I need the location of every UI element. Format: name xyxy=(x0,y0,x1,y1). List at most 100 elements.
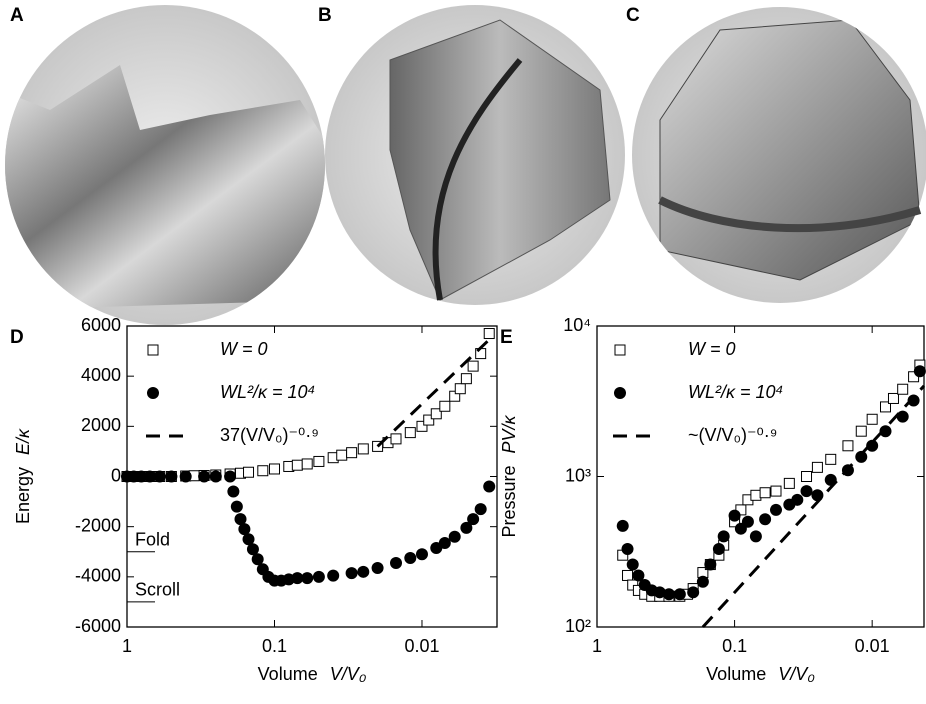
point xyxy=(673,588,686,601)
point xyxy=(825,453,837,465)
y-axis-label-name: Energy xyxy=(13,467,33,524)
point xyxy=(313,455,325,467)
legend-swatch xyxy=(147,344,159,356)
point xyxy=(448,530,461,543)
point xyxy=(268,463,280,475)
y-tick-label: 10² xyxy=(565,616,591,636)
x-tick-label: 0.1 xyxy=(262,636,287,656)
point xyxy=(622,569,634,581)
point xyxy=(346,447,358,459)
point xyxy=(662,588,675,601)
x-tick-label: 1 xyxy=(122,636,132,656)
point xyxy=(224,470,237,483)
point xyxy=(357,565,370,578)
point xyxy=(801,471,813,482)
point xyxy=(653,586,666,599)
point xyxy=(143,470,156,483)
x-axis-label-name: Volume xyxy=(706,664,766,684)
panel-label: C xyxy=(626,5,640,26)
point xyxy=(896,410,909,423)
point xyxy=(165,470,178,483)
y-axis-label: Energy E/κ xyxy=(13,428,33,524)
point xyxy=(291,459,303,471)
point xyxy=(866,413,878,425)
panel-label: E xyxy=(500,327,513,348)
legend-swatch xyxy=(614,387,626,399)
point xyxy=(474,503,487,516)
point xyxy=(791,493,804,506)
point xyxy=(887,392,899,404)
image-b xyxy=(325,5,625,305)
x-axis-label-name: Volume xyxy=(258,664,318,684)
point xyxy=(616,519,629,532)
point xyxy=(179,470,192,483)
point xyxy=(483,480,496,493)
point xyxy=(855,425,867,437)
point xyxy=(439,400,451,412)
point xyxy=(230,500,243,513)
point xyxy=(769,503,782,516)
point xyxy=(879,425,892,438)
point xyxy=(198,470,211,483)
point xyxy=(759,487,771,499)
annotation: Fold xyxy=(135,530,170,550)
point xyxy=(626,558,639,571)
fit-line xyxy=(376,334,495,448)
point xyxy=(390,557,403,570)
y-tick-label: 10⁴ xyxy=(563,315,591,335)
x-axis-label-symbol: V/V₀ xyxy=(778,664,815,684)
point xyxy=(251,553,264,566)
point xyxy=(209,470,222,483)
y-axis-label-name: Pressure xyxy=(499,465,519,537)
y-tick-label: 0 xyxy=(111,465,121,485)
x-axis-label-symbol: V/V₀ xyxy=(330,664,367,684)
annotation: Scroll xyxy=(135,580,180,600)
point xyxy=(416,420,428,432)
point xyxy=(759,513,772,526)
x-tick-label: 0.01 xyxy=(855,636,890,656)
point xyxy=(301,458,313,470)
point xyxy=(467,360,479,372)
y-tick-label: 2000 xyxy=(81,415,121,435)
point xyxy=(842,440,854,452)
x-axis-label: Volume V/V₀ xyxy=(706,664,815,684)
point xyxy=(866,439,879,452)
point xyxy=(135,470,148,483)
point xyxy=(291,572,304,585)
y-tick-label: 6000 xyxy=(81,315,121,335)
point xyxy=(423,414,435,426)
x-axis-label: Volume V/V₀ xyxy=(258,664,367,684)
point xyxy=(345,567,358,580)
y-tick-label: -2000 xyxy=(75,515,121,535)
point xyxy=(327,569,340,582)
point xyxy=(234,513,247,526)
point xyxy=(243,466,255,478)
point xyxy=(621,542,634,555)
point xyxy=(811,461,823,473)
point xyxy=(728,509,741,522)
point xyxy=(246,543,259,556)
point xyxy=(153,470,166,483)
fit-line xyxy=(701,384,926,629)
point xyxy=(371,562,384,575)
point xyxy=(712,542,725,555)
point xyxy=(312,570,325,583)
panel-label: D xyxy=(10,327,24,348)
y-tick-label: -4000 xyxy=(75,566,121,586)
image-c xyxy=(632,7,926,303)
panel-label: B xyxy=(318,5,332,26)
point xyxy=(404,552,417,565)
point xyxy=(467,513,480,526)
legend-label: WL²/κ = 10⁴ xyxy=(220,382,315,402)
panel-label: A xyxy=(10,5,24,26)
x-tick-label: 0.01 xyxy=(404,636,439,656)
point xyxy=(783,477,795,489)
point xyxy=(430,408,442,420)
point xyxy=(336,449,348,461)
legend-swatch xyxy=(147,387,159,399)
y-tick-label: 4000 xyxy=(81,365,121,385)
y-tick-label: -6000 xyxy=(75,616,121,636)
point xyxy=(390,433,402,445)
y-axis-label-symbol: E/κ xyxy=(13,428,33,455)
